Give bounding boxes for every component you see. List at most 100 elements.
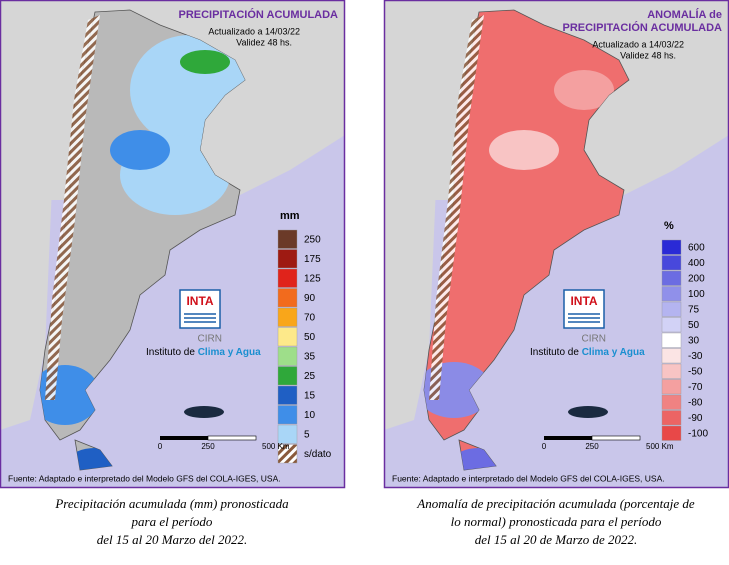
legend-swatch bbox=[277, 444, 298, 464]
scale-label: 250 bbox=[585, 442, 599, 451]
caption: del 15 al 20 Marzo del 2022. bbox=[97, 532, 248, 547]
legend-label: 250 bbox=[304, 234, 321, 245]
legend-swatch bbox=[661, 286, 682, 302]
chile bbox=[0, 0, 60, 430]
legend-label: 175 bbox=[304, 254, 321, 265]
legend-swatch bbox=[661, 363, 682, 379]
panel-border bbox=[0, 0, 346, 489]
legend-swatch bbox=[277, 385, 298, 405]
legend-swatch bbox=[661, 410, 682, 426]
legend-label: 125 bbox=[304, 273, 321, 284]
institute-name: Clima y Agua bbox=[582, 347, 645, 358]
legend-label: -50 bbox=[688, 366, 703, 377]
islands bbox=[568, 406, 608, 418]
legend-label: 15 bbox=[304, 390, 316, 401]
legend-label: 100 bbox=[688, 289, 705, 300]
legend-swatch bbox=[661, 270, 682, 286]
legend-swatch bbox=[661, 394, 682, 410]
legend-label: 400 bbox=[688, 258, 705, 269]
legend-swatch bbox=[661, 425, 682, 441]
scale-bar bbox=[591, 435, 641, 441]
institute-name: Clima y Agua bbox=[198, 347, 261, 358]
legend-swatch bbox=[277, 249, 298, 269]
legend-label: 600 bbox=[688, 242, 705, 253]
legend-label: 35 bbox=[304, 351, 316, 362]
scale-label: 0 bbox=[542, 442, 547, 451]
legend-label: 25 bbox=[304, 371, 316, 382]
scale-bar bbox=[160, 436, 208, 440]
legend-label: 75 bbox=[688, 304, 700, 315]
rain-area bbox=[180, 50, 230, 74]
scale-label: 0 bbox=[158, 442, 163, 451]
legend-unit: % bbox=[664, 220, 674, 232]
legend-swatch bbox=[277, 424, 298, 444]
legend-swatch bbox=[661, 379, 682, 395]
map-title: ANOMALÍA de bbox=[647, 8, 722, 21]
scale-bar bbox=[544, 436, 592, 440]
institute: Instituto de Clima y Agua bbox=[146, 347, 261, 358]
map-title: PRECIPITACIÓN ACUMULADA bbox=[563, 21, 723, 34]
legend-swatch bbox=[277, 405, 298, 425]
legend-unit: mm bbox=[280, 210, 300, 222]
anomaly-area bbox=[489, 130, 559, 170]
caption: del 15 al 20 de Marzo de 2022. bbox=[475, 532, 637, 547]
scale-label: 500 Km bbox=[646, 442, 674, 451]
logo-text: INTA bbox=[186, 294, 213, 308]
legend-label: -90 bbox=[688, 413, 703, 424]
legend-label: 50 bbox=[304, 332, 316, 343]
map-title: PRECIPITACIÓN ACUMULADA bbox=[179, 8, 339, 21]
legend-label: 200 bbox=[688, 273, 705, 284]
caption: para el período bbox=[131, 514, 213, 529]
scale-label: 500 Km bbox=[262, 442, 290, 451]
legend-swatch bbox=[277, 288, 298, 308]
legend-label: -70 bbox=[688, 382, 703, 393]
map-panel: PRECIPITACIÓN ACUMULADA Actualizado a 14/… bbox=[0, 0, 346, 489]
legend-swatch bbox=[661, 239, 682, 255]
updated: Actualizado a 14/03/22 bbox=[208, 26, 300, 36]
no-data-andes bbox=[429, 15, 484, 400]
scale-bar bbox=[207, 435, 257, 441]
legend-label: 10 bbox=[304, 410, 316, 421]
no-data-andes bbox=[45, 15, 100, 400]
updated: Actualizado a 14/03/22 bbox=[592, 39, 684, 49]
legend-label: -80 bbox=[688, 397, 703, 408]
legend-label: 30 bbox=[688, 335, 700, 346]
logo-text: INTA bbox=[570, 294, 597, 308]
scale-label: 250 bbox=[201, 442, 215, 451]
cirn: CIRN bbox=[582, 334, 606, 345]
legend-swatch bbox=[661, 317, 682, 333]
legend-swatch bbox=[277, 327, 298, 347]
legend-swatch bbox=[277, 268, 298, 288]
legend-label: 70 bbox=[304, 312, 316, 323]
validity: Validez 48 hs. bbox=[620, 50, 676, 60]
institute: Instituto de Clima y Agua bbox=[530, 347, 645, 358]
institute-prefix: Instituto de bbox=[146, 347, 195, 358]
rain-area bbox=[110, 130, 170, 170]
validity: Validez 48 hs. bbox=[236, 37, 292, 47]
cirn: CIRN bbox=[198, 334, 222, 345]
institute-prefix: Instituto de bbox=[530, 347, 579, 358]
legend-swatch bbox=[661, 255, 682, 271]
legend-label: -100 bbox=[688, 428, 708, 439]
legend-swatch bbox=[277, 346, 298, 366]
source: Fuente: Adaptado e interpretado del Mode… bbox=[8, 473, 281, 483]
legend-label: s/dato bbox=[304, 449, 332, 460]
source: Fuente: Adaptado e interpretado del Mode… bbox=[392, 473, 665, 483]
chile bbox=[384, 0, 444, 430]
caption: Anomalía de precipitación acumulada (por… bbox=[416, 496, 695, 511]
legend-swatch bbox=[277, 307, 298, 327]
legend-label: 90 bbox=[304, 293, 316, 304]
legend-swatch bbox=[277, 229, 298, 249]
legend-label: -30 bbox=[688, 351, 703, 362]
legend-swatch bbox=[661, 348, 682, 364]
caption: lo normal) pronosticada para el período bbox=[451, 514, 662, 529]
anomaly-area bbox=[554, 70, 614, 110]
legend-label: 5 bbox=[304, 429, 310, 440]
islands bbox=[184, 406, 224, 418]
caption: Precipitación acumulada (mm) pronosticad… bbox=[54, 496, 289, 511]
legend-swatch bbox=[661, 332, 682, 348]
legend-label: 50 bbox=[688, 320, 700, 331]
legend-swatch bbox=[277, 366, 298, 386]
